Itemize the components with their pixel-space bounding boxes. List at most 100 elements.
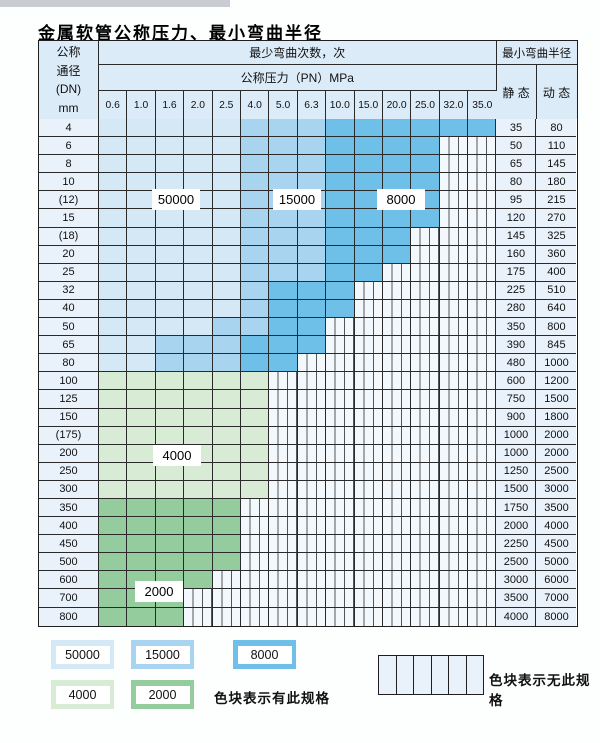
spec-cell-none <box>468 336 497 355</box>
spec-cell-none <box>382 354 412 373</box>
spec-cell-8000 <box>269 318 298 337</box>
spec-cell-none <box>382 318 412 337</box>
spec-cell-none <box>354 299 383 319</box>
table-row: 250 1250 2500 <box>39 462 577 481</box>
spec-cell-15000 <box>240 227 270 246</box>
spec-cell-2000 <box>184 553 213 572</box>
spec-cell-50000 <box>127 263 156 282</box>
static-radius-cell: 1250 <box>496 462 537 481</box>
legend-no-spec-text: 色块表示无此规格 <box>489 673 591 708</box>
spec-cell-4000 <box>155 408 185 427</box>
spec-cell-8000 <box>382 209 412 228</box>
page-title: 金属软管公称压力、最小弯曲半径 <box>38 24 323 45</box>
spec-cell-none <box>297 571 327 590</box>
spec-cell-4000 <box>240 372 270 391</box>
dn-cell: 80 <box>39 354 99 373</box>
spec-cell-50000 <box>212 119 241 138</box>
pressure-value: 20.0 <box>383 91 412 119</box>
spec-cell-2000 <box>127 553 156 572</box>
table-row: 4 35 80 <box>39 119 577 138</box>
spec-cell-none <box>382 299 412 319</box>
static-radius-cell: 1750 <box>496 498 537 518</box>
spec-cell-8000 <box>354 245 383 264</box>
spec-cell-4000 <box>240 426 270 445</box>
spec-cell-50000 <box>155 299 185 319</box>
pressure-value: 10.0 <box>326 91 355 119</box>
spec-cell-none <box>411 589 440 608</box>
spec-cell-50000 <box>184 263 213 282</box>
spec-cell-4000 <box>127 462 156 481</box>
spec-cell-50000 <box>99 137 128 156</box>
table-row: 350 1750 3500 <box>39 498 577 518</box>
legend-has-spec-text: 色块表示有此规格 <box>214 691 330 706</box>
spec-cell-none <box>184 589 213 608</box>
header-pressure-values: 0.6 1.0 1.6 2.0 2.5 4.0 5.0 6.3 10.0 15.0 20.0 25.0… <box>99 91 497 119</box>
spec-cell-none <box>269 372 298 391</box>
pressure-value: 32.0 <box>440 91 469 119</box>
table-row: 400 2000 4000 <box>39 517 577 536</box>
spec-cell-15000 <box>240 173 270 192</box>
spec-cell-none <box>468 607 497 626</box>
table-row: 6 50 110 <box>39 137 577 156</box>
spec-cell-50000 <box>184 155 213 174</box>
spec-cell-none <box>326 535 355 554</box>
spec-cell-4000 <box>99 480 128 499</box>
spec-cell-none <box>468 318 497 337</box>
zone-label-4000: 4000 <box>153 445 201 466</box>
spec-cell-none <box>468 408 497 427</box>
spec-cell-none <box>269 517 298 536</box>
dn-cell: (18) <box>39 227 99 246</box>
spec-cell-none <box>439 408 469 427</box>
dn-cell: 350 <box>39 498 99 518</box>
spec-cell-none <box>439 191 469 210</box>
spec-cell-none <box>354 444 383 463</box>
spec-cell-none <box>297 354 327 373</box>
spec-cell-none <box>297 498 327 518</box>
spec-cell-none <box>411 263 440 282</box>
spec-cell-4000 <box>184 426 213 445</box>
table-row: 300 1500 3000 <box>39 480 577 499</box>
spec-cell-50000 <box>155 263 185 282</box>
spec-cell-8000 <box>326 155 355 174</box>
pressure-value: 35.0 <box>472 99 493 111</box>
top-gray-strip <box>0 0 230 7</box>
static-radius-cell: 900 <box>496 408 537 427</box>
spec-cell-50000 <box>127 281 156 300</box>
spec-cell-none <box>468 155 497 174</box>
dynamic-radius-cell: 360 <box>536 245 577 264</box>
header-dn-line4: mm <box>58 100 79 115</box>
spec-cell-none <box>411 408 440 427</box>
spec-cell-50000 <box>184 299 213 319</box>
dynamic-radius-cell: 215 <box>536 191 577 210</box>
static-radius-cell: 280 <box>496 299 537 319</box>
spec-cell-50000 <box>99 354 128 373</box>
static-radius-cell: 4000 <box>496 607 537 626</box>
zone-label-8000: 8000 <box>377 189 425 210</box>
spec-cell-none <box>382 408 412 427</box>
spec-cell-50000 <box>155 281 185 300</box>
legend-swatch-4000: 4000 <box>51 680 114 709</box>
spec-cell-50000 <box>99 245 128 264</box>
header-pressure-title: 公称压力（PN）MPa <box>99 65 497 91</box>
spec-cell-50000 <box>99 227 128 246</box>
dynamic-radius-cell: 270 <box>536 209 577 228</box>
spec-cell-none <box>382 263 412 282</box>
spec-cell-50000 <box>127 354 156 373</box>
dynamic-radius-cell: 80 <box>536 119 577 138</box>
table-row: 150 900 1800 <box>39 408 577 427</box>
spec-cell-none <box>382 553 412 572</box>
static-radius-cell: 2250 <box>496 535 537 554</box>
spec-cell-4000 <box>99 390 128 409</box>
dn-cell: 450 <box>39 535 99 554</box>
spec-cell-none <box>382 589 412 608</box>
spec-cell-none <box>439 589 469 608</box>
spec-cell-none <box>468 354 497 373</box>
spec-cell-15000 <box>240 299 270 319</box>
spec-cell-none <box>468 462 497 481</box>
dynamic-radius-cell: 7000 <box>536 589 577 608</box>
spec-cell-none <box>326 571 355 590</box>
spec-cell-2000 <box>99 517 128 536</box>
spec-cell-none <box>411 390 440 409</box>
spec-cell-none <box>411 299 440 319</box>
spec-cell-4000 <box>127 372 156 391</box>
